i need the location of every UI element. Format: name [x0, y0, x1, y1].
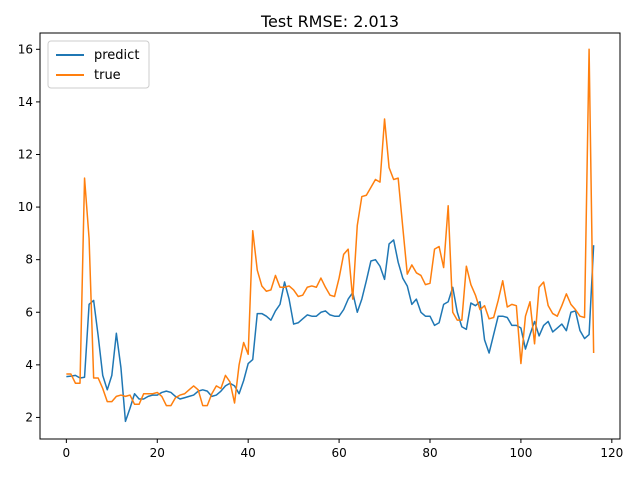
chart-title: Test RMSE: 2.013	[260, 12, 399, 31]
y-axis: 2 4 6 8 10 12 14 16	[18, 42, 40, 424]
legend: predict true	[47, 40, 150, 89]
y-tick-label: 2	[25, 410, 33, 424]
legend-label-true: true	[94, 68, 121, 83]
y-tick-label: 6	[25, 305, 33, 319]
y-tick-label: 16	[18, 42, 33, 56]
plot-frame	[39, 32, 621, 440]
y-tick-label: 8	[25, 253, 33, 267]
x-tick-label: 60	[331, 446, 346, 460]
x-tick-label: 100	[509, 446, 532, 460]
y-tick-label: 4	[25, 358, 33, 372]
x-tick-label: 20	[150, 446, 165, 460]
x-tick-label: 40	[241, 446, 256, 460]
series-line-true	[66, 48, 595, 407]
x-tick-label: 0	[63, 446, 71, 460]
legend-box	[47, 40, 150, 89]
legend-label-predict: predict	[94, 48, 139, 63]
x-axis: 0 20 40 60 80 100 120	[63, 439, 623, 460]
y-tick-label: 10	[18, 200, 33, 214]
y-tick-label: 12	[18, 147, 33, 161]
y-tick-label: 14	[18, 95, 33, 109]
x-tick-label: 80	[422, 446, 437, 460]
series-line-predict	[66, 239, 595, 423]
plot-area	[66, 48, 595, 423]
x-tick-label: 120	[600, 446, 623, 460]
